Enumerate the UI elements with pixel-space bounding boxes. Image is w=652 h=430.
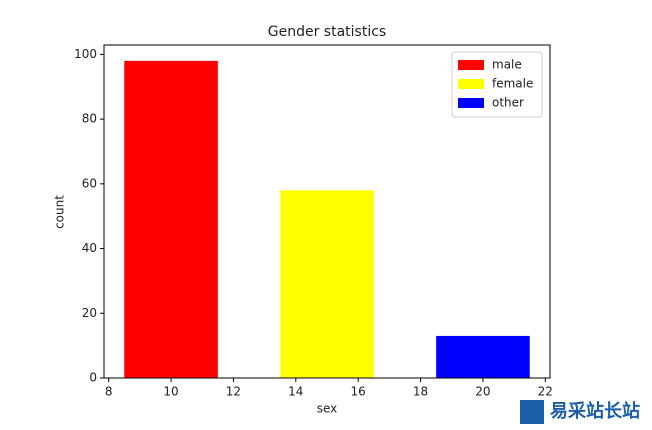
- x-tick-label: 20: [475, 385, 490, 399]
- x-tick-label: 16: [351, 385, 366, 399]
- x-tick-label: 10: [163, 385, 178, 399]
- x-tick-label: 18: [413, 385, 428, 399]
- legend-swatch: [458, 98, 484, 108]
- y-tick-label: 80: [82, 112, 97, 126]
- bar: [124, 60, 218, 378]
- y-tick-label: 60: [82, 176, 97, 190]
- y-tick-label: 20: [82, 306, 97, 320]
- legend-swatch: [458, 79, 484, 89]
- legend-label: male: [492, 58, 522, 72]
- legend-label: female: [492, 77, 533, 91]
- legend-swatch: [458, 60, 484, 70]
- y-tick-label: 40: [82, 241, 97, 255]
- y-tick-label: 0: [89, 371, 97, 385]
- y-axis-label: count: [53, 195, 67, 229]
- watermark: 易采站长站: [550, 400, 640, 422]
- x-tick-label: 14: [288, 385, 303, 399]
- y-tick-label: 100: [74, 47, 97, 61]
- watermark-logo: [520, 400, 544, 424]
- plot-frame: [103, 44, 551, 379]
- x-tick-label: 12: [226, 385, 241, 399]
- bar: [280, 190, 374, 378]
- legend-label: other: [492, 96, 524, 110]
- chart-title: Gender statistics: [268, 24, 386, 40]
- bar: [436, 335, 530, 378]
- x-tick-label: 8: [105, 385, 113, 399]
- x-tick-label: 22: [538, 385, 553, 399]
- x-axis-label: sex: [317, 402, 338, 416]
